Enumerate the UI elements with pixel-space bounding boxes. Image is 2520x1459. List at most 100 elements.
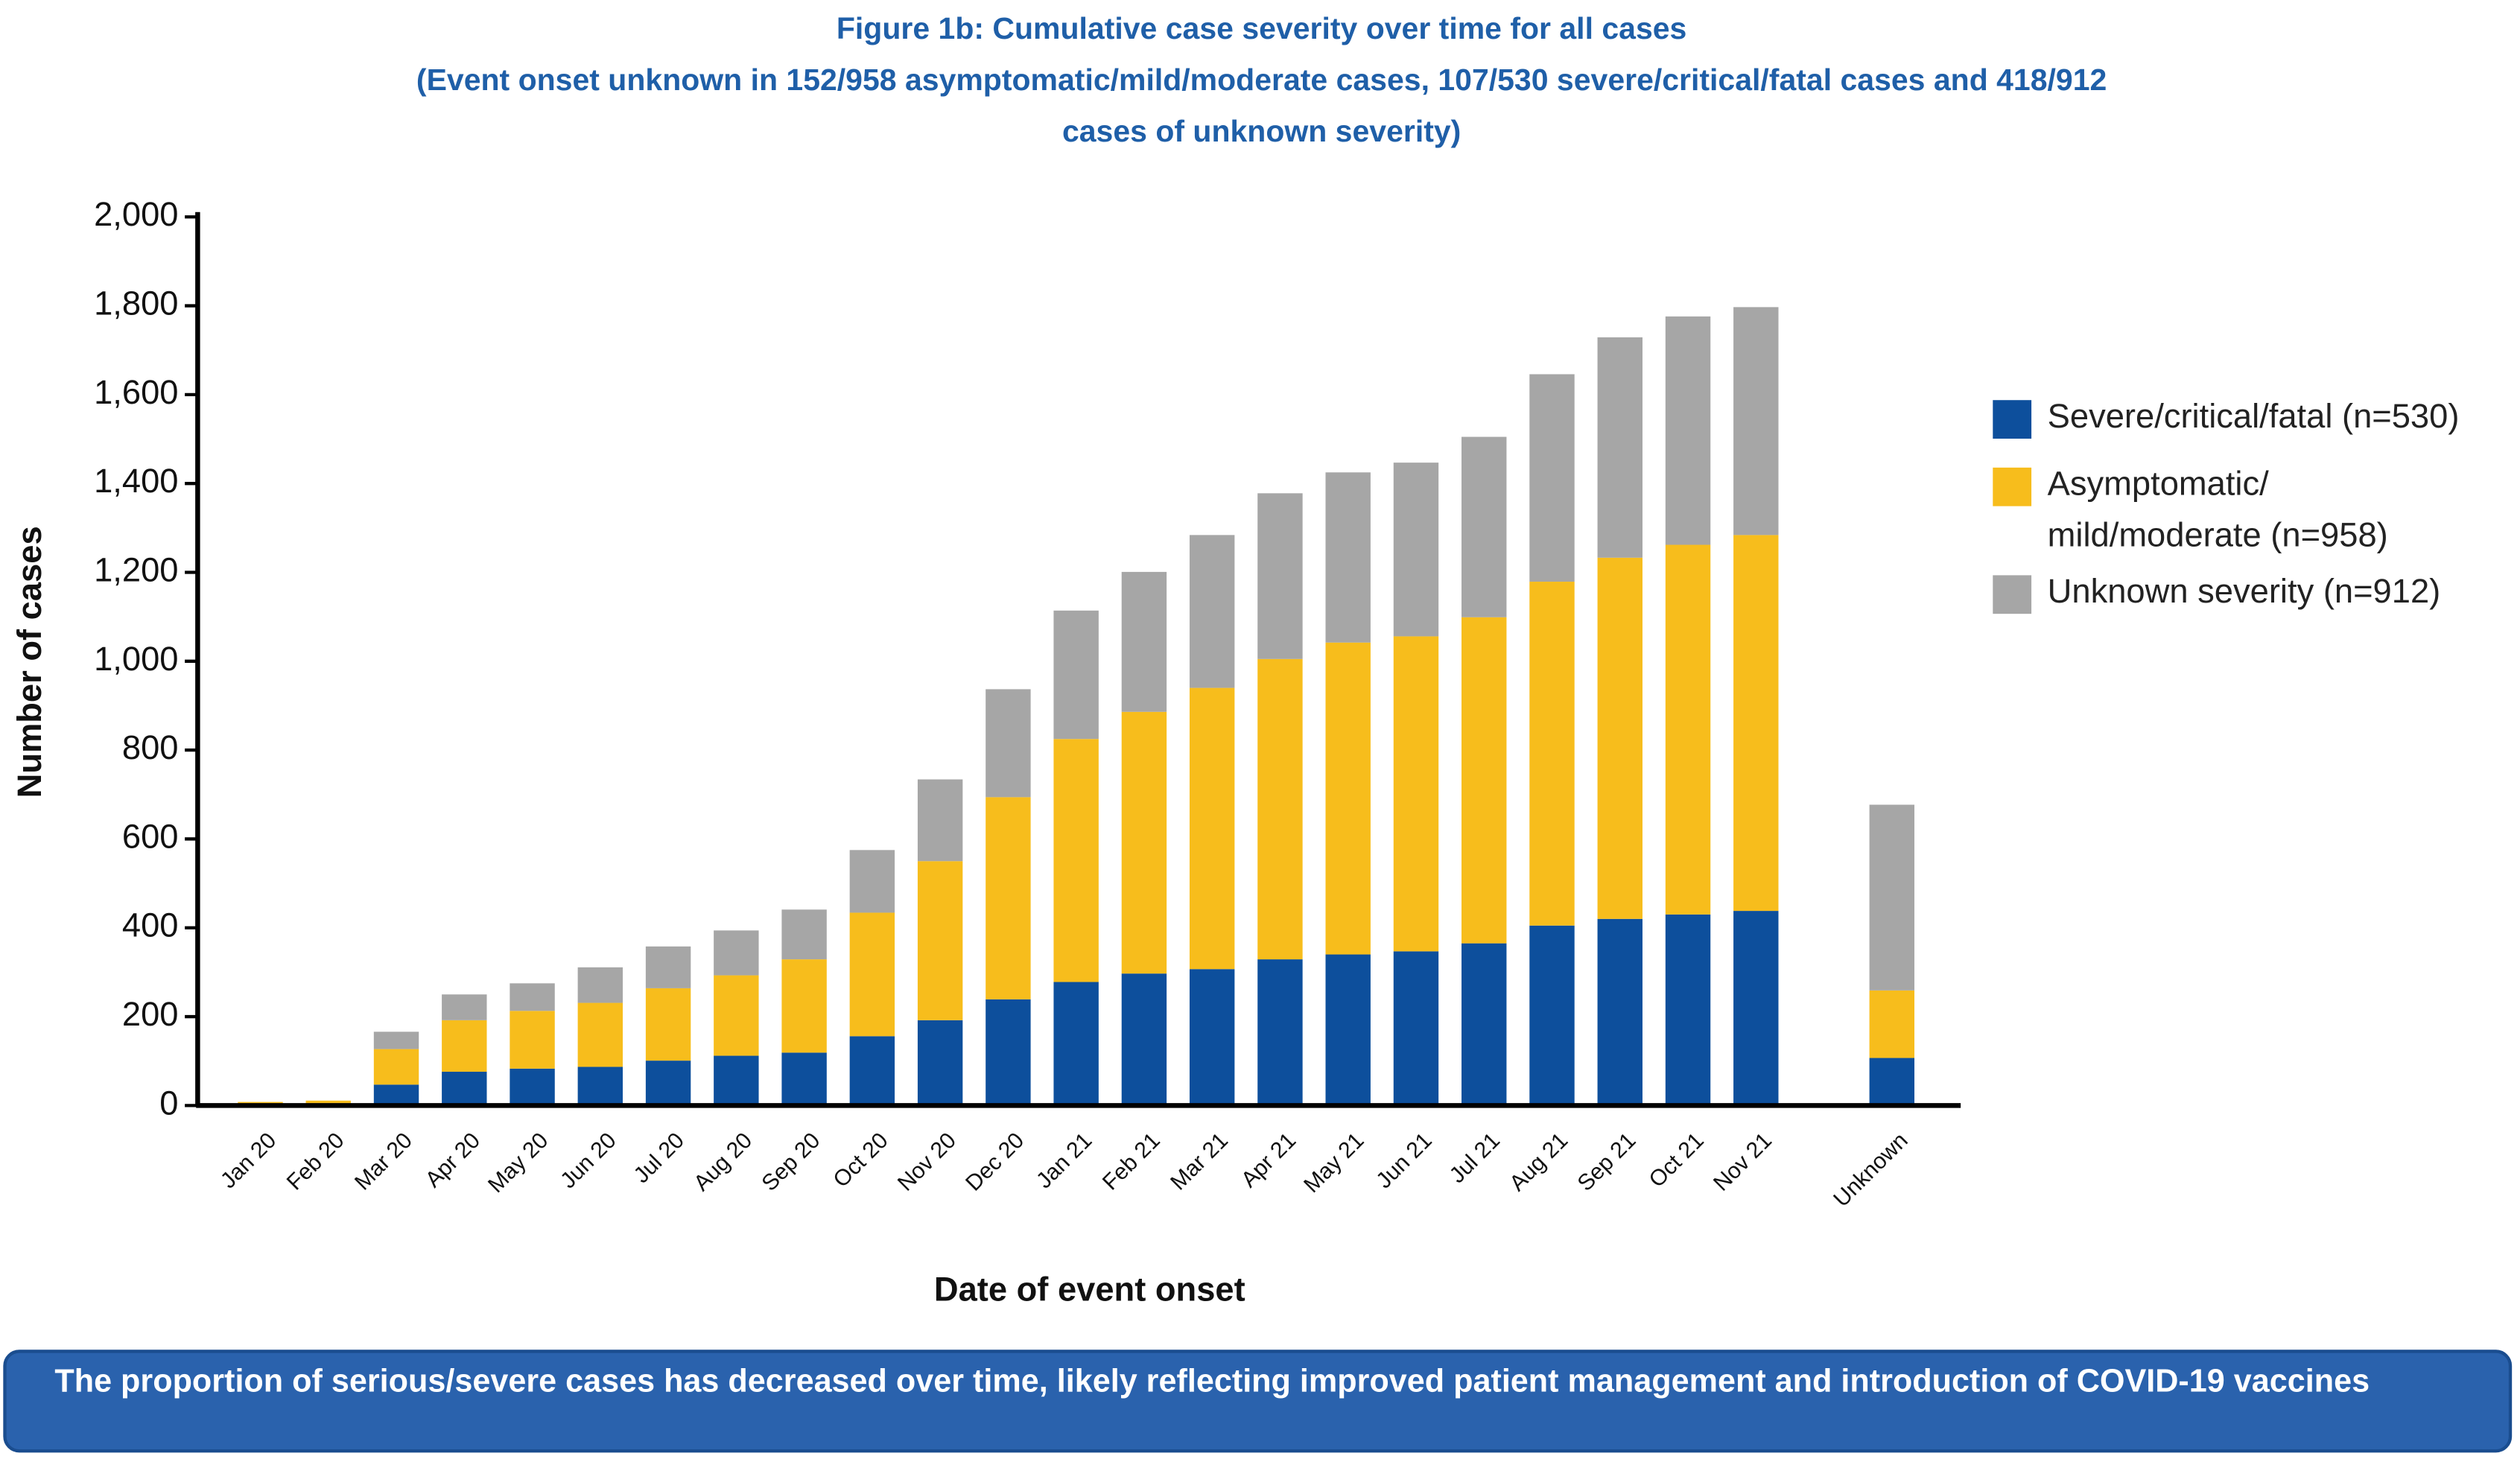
bar-segment — [1461, 943, 1507, 1106]
bar-segment — [1121, 711, 1167, 974]
x-tick-label: Jan 21 — [1032, 1128, 1096, 1193]
x-tick-label: Jan 20 — [216, 1128, 281, 1193]
legend-item: Asymptomatic/ mild/moderate (n=958) — [1993, 466, 2449, 562]
bar-segment — [986, 689, 1031, 798]
x-tick-label: Mar 21 — [1166, 1128, 1233, 1195]
y-tick-label: 0 — [159, 1084, 178, 1122]
bar-segment — [1597, 337, 1643, 558]
bar-segment — [1869, 990, 1915, 1058]
bar-segment — [1257, 658, 1303, 960]
x-tick-label: Jul 21 — [1445, 1128, 1505, 1188]
bar-segment — [373, 1049, 419, 1085]
x-tick-label: Aug 21 — [1505, 1128, 1572, 1196]
bar-segment — [1529, 582, 1575, 926]
x-tick-label: Jun 21 — [1371, 1128, 1436, 1193]
bar-segment — [1189, 535, 1235, 688]
x-tick-label: May 21 — [1299, 1128, 1368, 1198]
bar-segment — [917, 1020, 963, 1106]
bar-segment — [1529, 925, 1575, 1106]
bar-segment — [1393, 463, 1439, 637]
bar-segment — [645, 1061, 691, 1106]
bar-segment — [305, 1100, 351, 1104]
bar-segment — [442, 1020, 487, 1072]
bar-segment — [1733, 535, 1779, 912]
y-axis-label: Number of cases — [10, 526, 48, 798]
x-tick-label: Nov 20 — [893, 1128, 961, 1196]
y-tick-label: 600 — [122, 817, 179, 855]
x-tick-label: Aug 20 — [689, 1128, 757, 1196]
x-tick-label: Apr 20 — [421, 1128, 485, 1192]
x-tick-label: Oct 21 — [1645, 1128, 1709, 1192]
bar-segment — [1053, 739, 1099, 982]
bar-segment — [986, 999, 1031, 1106]
bar-segment — [1665, 914, 1711, 1106]
bar-segment — [1597, 557, 1643, 919]
bar-segment — [1053, 982, 1099, 1106]
x-tick-label: Feb 21 — [1098, 1128, 1165, 1195]
bar-segment — [1665, 316, 1711, 545]
bar-segment — [1597, 918, 1643, 1106]
bar-segment — [577, 1067, 623, 1106]
y-tick-label: 1,800 — [94, 285, 178, 322]
x-tick-label: Jun 20 — [556, 1128, 621, 1193]
bar-segment — [849, 1036, 895, 1106]
bar-segment — [510, 983, 555, 1011]
x-tick-label: Nov 21 — [1709, 1128, 1777, 1196]
legend-swatch — [1993, 575, 2032, 614]
bar-segment — [849, 912, 895, 1037]
bar-segment — [645, 946, 691, 988]
bar-segment — [1733, 911, 1779, 1106]
bar-segment — [373, 1084, 419, 1106]
x-tick-label: Unknown — [1829, 1128, 1912, 1212]
bar-segment — [1257, 493, 1303, 659]
chart: Number of cases Date of event onset 0 200… — [10, 195, 1961, 1309]
y-tick-label: 2,000 — [94, 195, 178, 233]
bar-segment — [1053, 610, 1099, 740]
bar-segment — [714, 1055, 759, 1106]
bar-segment — [1189, 969, 1235, 1106]
bar-segment — [510, 1068, 555, 1106]
bar-segment — [714, 975, 759, 1056]
y-tick-label: 1,000 — [94, 640, 178, 678]
bar-segment — [442, 1072, 487, 1106]
x-tick-label: Jul 20 — [629, 1128, 689, 1188]
bar-segment — [1325, 954, 1371, 1106]
bar-segment — [1121, 571, 1167, 712]
x-tick-label: May 20 — [483, 1128, 553, 1198]
bar-segment — [1461, 436, 1507, 617]
bar-segment — [781, 909, 827, 960]
y-tick-label: 1,400 — [94, 462, 178, 500]
bar-segment — [986, 797, 1031, 999]
bar-segment — [577, 967, 623, 1003]
y-tick-label: 1,600 — [94, 373, 178, 411]
y-tick-label: 1,200 — [94, 550, 178, 588]
y-tick-label: 800 — [122, 728, 179, 766]
callout-text: The proportion of serious/severe cases h… — [54, 1364, 2370, 1400]
bar-segment — [1733, 307, 1779, 535]
bar-segment — [577, 1002, 623, 1067]
bar-segment — [714, 930, 759, 976]
x-tick-label: Apr 21 — [1237, 1128, 1301, 1192]
chart-title: Figure 1b: Cumulative case severity over… — [836, 13, 1687, 47]
legend-item: Severe/critical/fatal (n=530) — [1993, 398, 2513, 443]
legend-swatch — [1993, 467, 2032, 506]
legend-label: Severe/critical/fatal (n=530) — [2047, 398, 2460, 436]
bar-segment — [781, 1052, 827, 1106]
x-tick-label: Oct 20 — [829, 1128, 893, 1192]
bar-segment — [1869, 1058, 1915, 1106]
bar-segment — [1257, 959, 1303, 1106]
bar-segment — [645, 988, 691, 1061]
bar-segment — [1393, 636, 1439, 952]
x-tick-label: Sep 20 — [757, 1128, 825, 1196]
bar-segment — [781, 959, 827, 1053]
callout-box: The proportion of serious/severe cases h… — [3, 1350, 2513, 1453]
bar-segment — [1869, 804, 1915, 991]
x-tick-label: Dec 20 — [961, 1128, 1029, 1196]
x-tick-label: Mar 20 — [350, 1128, 417, 1195]
bar-segment — [1121, 973, 1167, 1106]
legend-label: Asymptomatic/ mild/moderate (n=958) — [2047, 465, 2388, 555]
bar-segment — [849, 850, 895, 913]
bar-segment — [1461, 617, 1507, 944]
bar-segment — [1325, 472, 1371, 643]
x-axis-label: Date of event onset — [934, 1271, 1245, 1309]
